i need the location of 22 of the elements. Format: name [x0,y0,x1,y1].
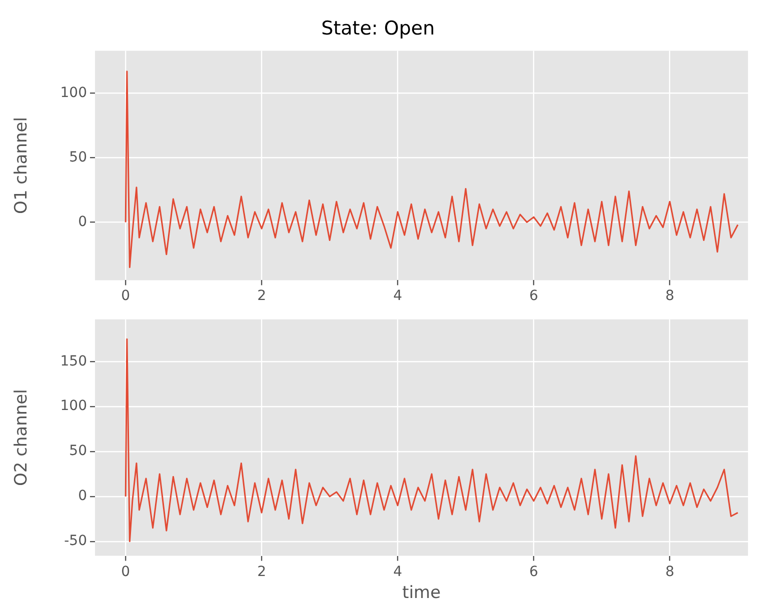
x-tick-label: 4 [393,288,402,304]
x-tick-label: 8 [665,564,674,580]
x-axis-title: time [402,583,441,604]
x-tick-label: 8 [665,288,674,304]
y-tick-label: 100 [60,84,87,101]
x-tick-label: 2 [257,564,266,580]
x-tick-label: 6 [529,288,538,304]
y-tick-label: 0 [78,488,87,504]
x-tick-label: 2 [257,288,266,304]
y-axis-title: O1 channel [12,117,32,214]
y-tick-label: -50 [64,533,87,550]
x-tick-label: 4 [393,564,402,580]
y-tick-label: 50 [69,443,87,460]
y-tick-label: 150 [60,353,87,370]
x-tick-label: 0 [121,288,130,304]
x-tick-label: 0 [121,564,130,580]
x-tick-label: 6 [529,564,538,580]
y-tick-label: 0 [78,214,87,230]
chart-title: State: Open [321,17,435,40]
y-tick-label: 100 [60,398,87,414]
y-axis-title: O2 channel [12,389,32,486]
y-tick-label: 50 [69,149,87,166]
